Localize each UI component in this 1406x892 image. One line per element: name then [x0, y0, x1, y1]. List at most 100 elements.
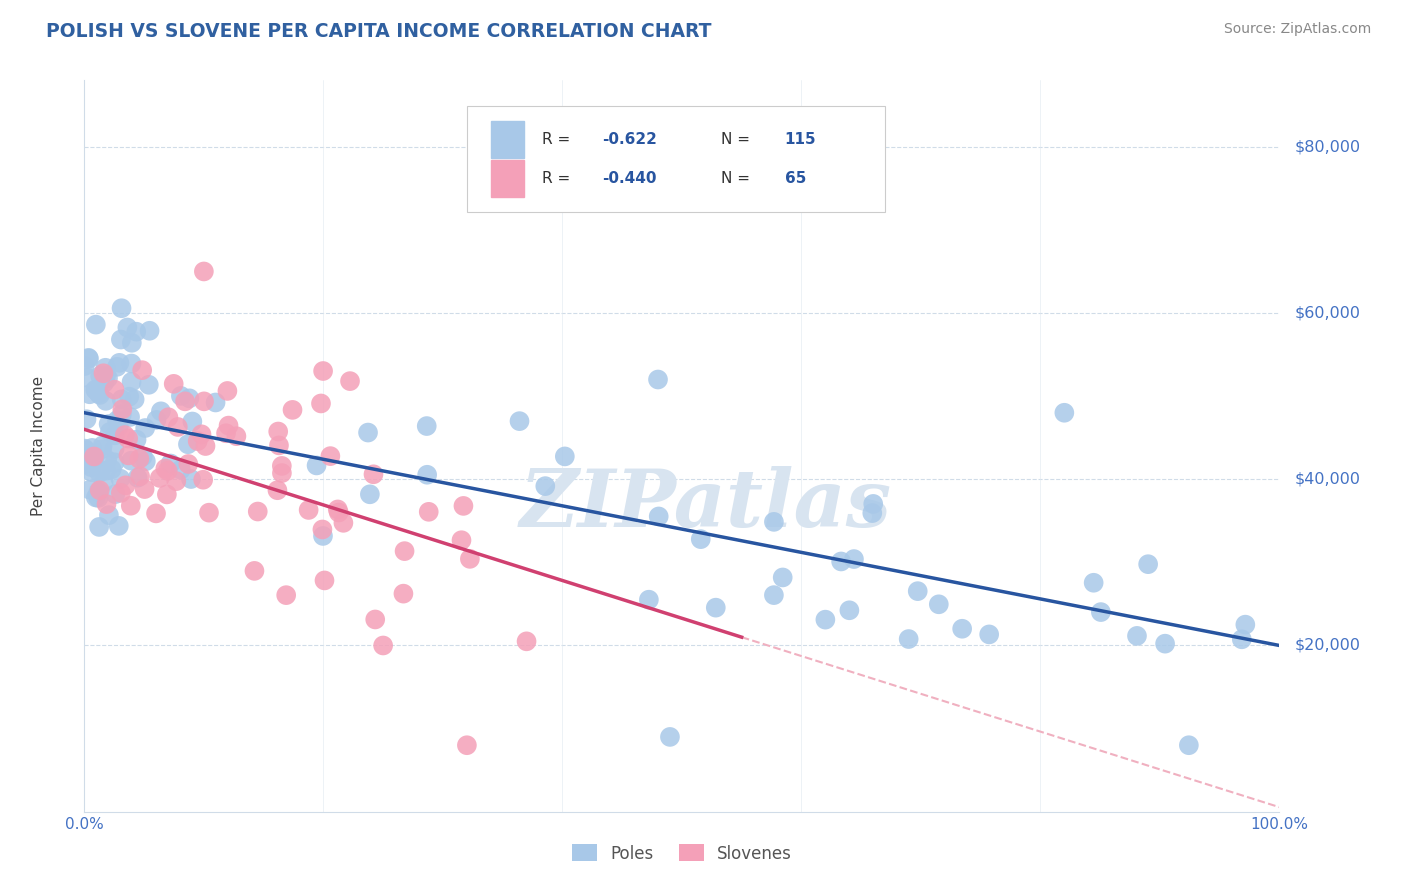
- Point: [132, 450, 155, 464]
- Point: [177, 437, 200, 451]
- Point: [96, 497, 118, 511]
- Point: [246, 504, 269, 518]
- Point: [418, 505, 440, 519]
- Text: R =: R =: [543, 171, 575, 186]
- Text: 65: 65: [785, 171, 806, 186]
- Point: [145, 413, 167, 427]
- Point: [75, 457, 97, 471]
- Point: [305, 458, 328, 473]
- Text: $60,000: $60,000: [1295, 306, 1361, 320]
- Point: [156, 464, 179, 478]
- Point: [1053, 406, 1076, 420]
- Point: [638, 592, 661, 607]
- Point: [157, 410, 180, 425]
- Point: [508, 414, 530, 428]
- Point: [105, 359, 128, 374]
- Text: $20,000: $20,000: [1295, 638, 1361, 653]
- Point: [215, 426, 238, 441]
- Point: [267, 438, 290, 452]
- Point: [103, 442, 125, 456]
- Point: [138, 377, 160, 392]
- Point: [181, 415, 204, 429]
- Point: [104, 487, 127, 501]
- Point: [129, 469, 152, 483]
- Point: [120, 409, 142, 424]
- Point: [314, 574, 336, 588]
- Point: [89, 368, 111, 383]
- Point: [96, 453, 118, 467]
- Point: [416, 467, 439, 482]
- Point: [312, 529, 335, 543]
- Point: [84, 383, 107, 397]
- Point: [82, 453, 104, 467]
- Point: [193, 473, 215, 487]
- Point: [134, 421, 156, 435]
- Point: [950, 622, 973, 636]
- Point: [91, 438, 114, 452]
- Point: [97, 508, 120, 522]
- Point: [90, 442, 112, 457]
- Point: [177, 457, 200, 471]
- Point: [364, 612, 387, 626]
- Point: [89, 388, 111, 402]
- Point: [110, 301, 132, 316]
- Point: [105, 413, 128, 427]
- Point: [450, 533, 472, 548]
- Point: [394, 544, 416, 558]
- Point: [93, 376, 115, 390]
- Text: POLISH VS SLOVENE PER CAPITA INCOME CORRELATION CHART: POLISH VS SLOVENE PER CAPITA INCOME CORR…: [46, 22, 711, 41]
- Point: [1230, 632, 1253, 647]
- Point: [86, 384, 108, 398]
- Point: [111, 408, 134, 422]
- Point: [190, 427, 212, 442]
- Point: [456, 738, 478, 752]
- Point: [647, 372, 669, 386]
- Point: [121, 375, 143, 389]
- Point: [94, 393, 117, 408]
- Point: [131, 363, 153, 377]
- Point: [110, 333, 132, 347]
- Point: [73, 442, 96, 456]
- Text: $40,000: $40,000: [1295, 472, 1361, 487]
- Point: [76, 412, 98, 426]
- Point: [1234, 617, 1257, 632]
- Point: [111, 392, 134, 407]
- Point: [103, 383, 125, 397]
- Point: [1178, 738, 1201, 752]
- Text: -0.622: -0.622: [602, 132, 657, 147]
- Point: [276, 588, 298, 602]
- Point: [82, 441, 104, 455]
- Legend: Poles, Slovenes: Poles, Slovenes: [565, 838, 799, 869]
- Point: [1083, 575, 1105, 590]
- Point: [97, 417, 120, 431]
- Point: [309, 396, 332, 410]
- Point: [218, 418, 240, 433]
- Point: [118, 390, 141, 404]
- Point: [1090, 605, 1112, 619]
- Point: [217, 384, 239, 398]
- Point: [111, 402, 134, 417]
- Point: [87, 491, 110, 505]
- Point: [830, 554, 852, 568]
- Point: [243, 564, 266, 578]
- Point: [270, 458, 292, 473]
- Point: [298, 503, 321, 517]
- Text: N =: N =: [721, 171, 755, 186]
- Point: [114, 428, 136, 442]
- Text: -0.440: -0.440: [602, 171, 657, 186]
- Point: [1126, 629, 1149, 643]
- Point: [163, 376, 186, 391]
- Point: [117, 320, 139, 334]
- Point: [108, 356, 131, 370]
- Text: R =: R =: [543, 132, 575, 147]
- Point: [73, 359, 96, 373]
- Point: [1137, 557, 1160, 571]
- Point: [979, 627, 1001, 641]
- Point: [458, 552, 481, 566]
- Point: [311, 523, 333, 537]
- Text: N =: N =: [721, 132, 755, 147]
- Point: [928, 597, 950, 611]
- Point: [772, 570, 794, 584]
- Point: [453, 499, 475, 513]
- Point: [554, 450, 576, 464]
